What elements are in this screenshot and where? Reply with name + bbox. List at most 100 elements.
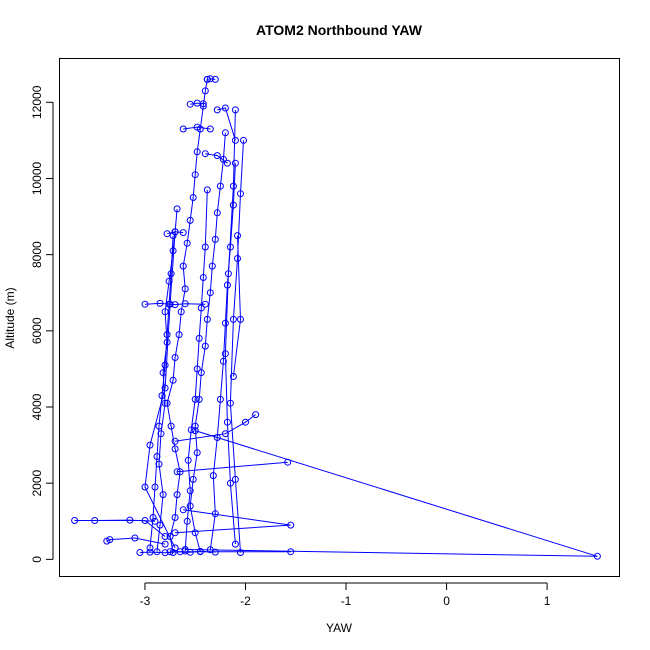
x-tick-label: 1 [544,594,551,608]
data-point [226,399,234,407]
x-axis-label: YAW [326,621,353,635]
series-line [175,414,256,442]
data-point [221,430,229,438]
data-point [231,136,239,144]
data-point [201,300,209,308]
series-6 [226,136,247,556]
data-point [146,441,154,449]
series-line [209,163,236,550]
series-21 [203,75,219,83]
x-tick-label: 0 [443,594,450,608]
data-point [199,100,207,108]
data-point [234,255,241,262]
data-point [186,502,194,510]
data-point [151,517,159,525]
data-point [169,376,177,384]
data-point [206,289,214,297]
data-point [166,533,174,540]
series-9 [171,411,260,445]
series-11 [171,506,295,537]
data-point [153,453,161,460]
y-tick-label: 10000 [30,161,44,195]
data-point [234,232,241,240]
data-point [151,483,159,491]
data-point [219,155,227,163]
series-8 [141,228,179,552]
data-point [191,427,199,435]
data-point [216,395,224,403]
data-point [223,159,231,167]
series-line [207,78,216,80]
x-tick-label: -2 [240,594,251,608]
data-point [141,300,149,308]
series-16 [181,427,601,560]
data-point [219,357,227,365]
data-point [199,274,207,281]
series-17 [136,547,219,557]
chart-title: ATOM2 Northbound YAW [256,22,423,38]
data-point [237,315,244,323]
data-point [163,331,171,339]
data-point [161,399,169,407]
data-point [179,229,187,237]
y-axis: 0 2000 4000 6000 8000 10000 12000 [30,85,54,563]
data-point [199,102,207,110]
data-point [153,548,161,556]
x-tick-label: -1 [341,594,352,608]
series-line [183,126,211,130]
data-point [229,201,237,209]
data-point [223,418,231,426]
data-point [231,540,239,548]
data-point [146,548,154,556]
data-point [206,75,214,83]
data-point [191,529,199,537]
y-tick-label: 8000 [30,241,44,268]
data-point [155,422,163,430]
data-point [167,270,175,278]
data-point [201,150,209,158]
series-line [184,189,208,552]
data-point [171,529,179,537]
data-point [221,129,229,137]
data-point [91,517,99,524]
data-point [201,342,209,350]
series-line [156,208,178,552]
series-line [177,461,288,473]
data-point [287,521,295,529]
data-point [209,472,217,480]
data-point [196,547,204,555]
series-line [232,235,242,377]
series-14 [103,534,169,548]
series-3 [206,159,239,554]
data-point [161,361,169,369]
data-point [171,445,179,453]
data-point [184,456,192,464]
data-point [211,235,219,243]
data-point [216,182,224,190]
data-point [177,308,185,316]
data-point [201,243,209,251]
data-point [191,395,199,403]
x-axis: -3 -2 -1 0 1 [140,582,551,608]
data-point [187,426,195,434]
series-line [166,79,208,553]
series-line [106,537,166,545]
data-point [171,354,179,361]
data-point [213,152,221,160]
y-axis-label: Altitude (m) [3,287,17,348]
data-point [229,315,237,323]
data-point [136,549,144,556]
y-tick-label: 6000 [30,317,44,344]
data-point [171,437,179,445]
data-point [195,334,203,342]
data-point [171,544,179,552]
data-point [173,205,181,213]
data-point [193,365,201,373]
data-point [159,491,167,499]
data-point [221,350,229,358]
series-22 [163,228,187,238]
data-point [175,331,183,339]
data-point [171,301,179,309]
series-5 [181,186,211,555]
